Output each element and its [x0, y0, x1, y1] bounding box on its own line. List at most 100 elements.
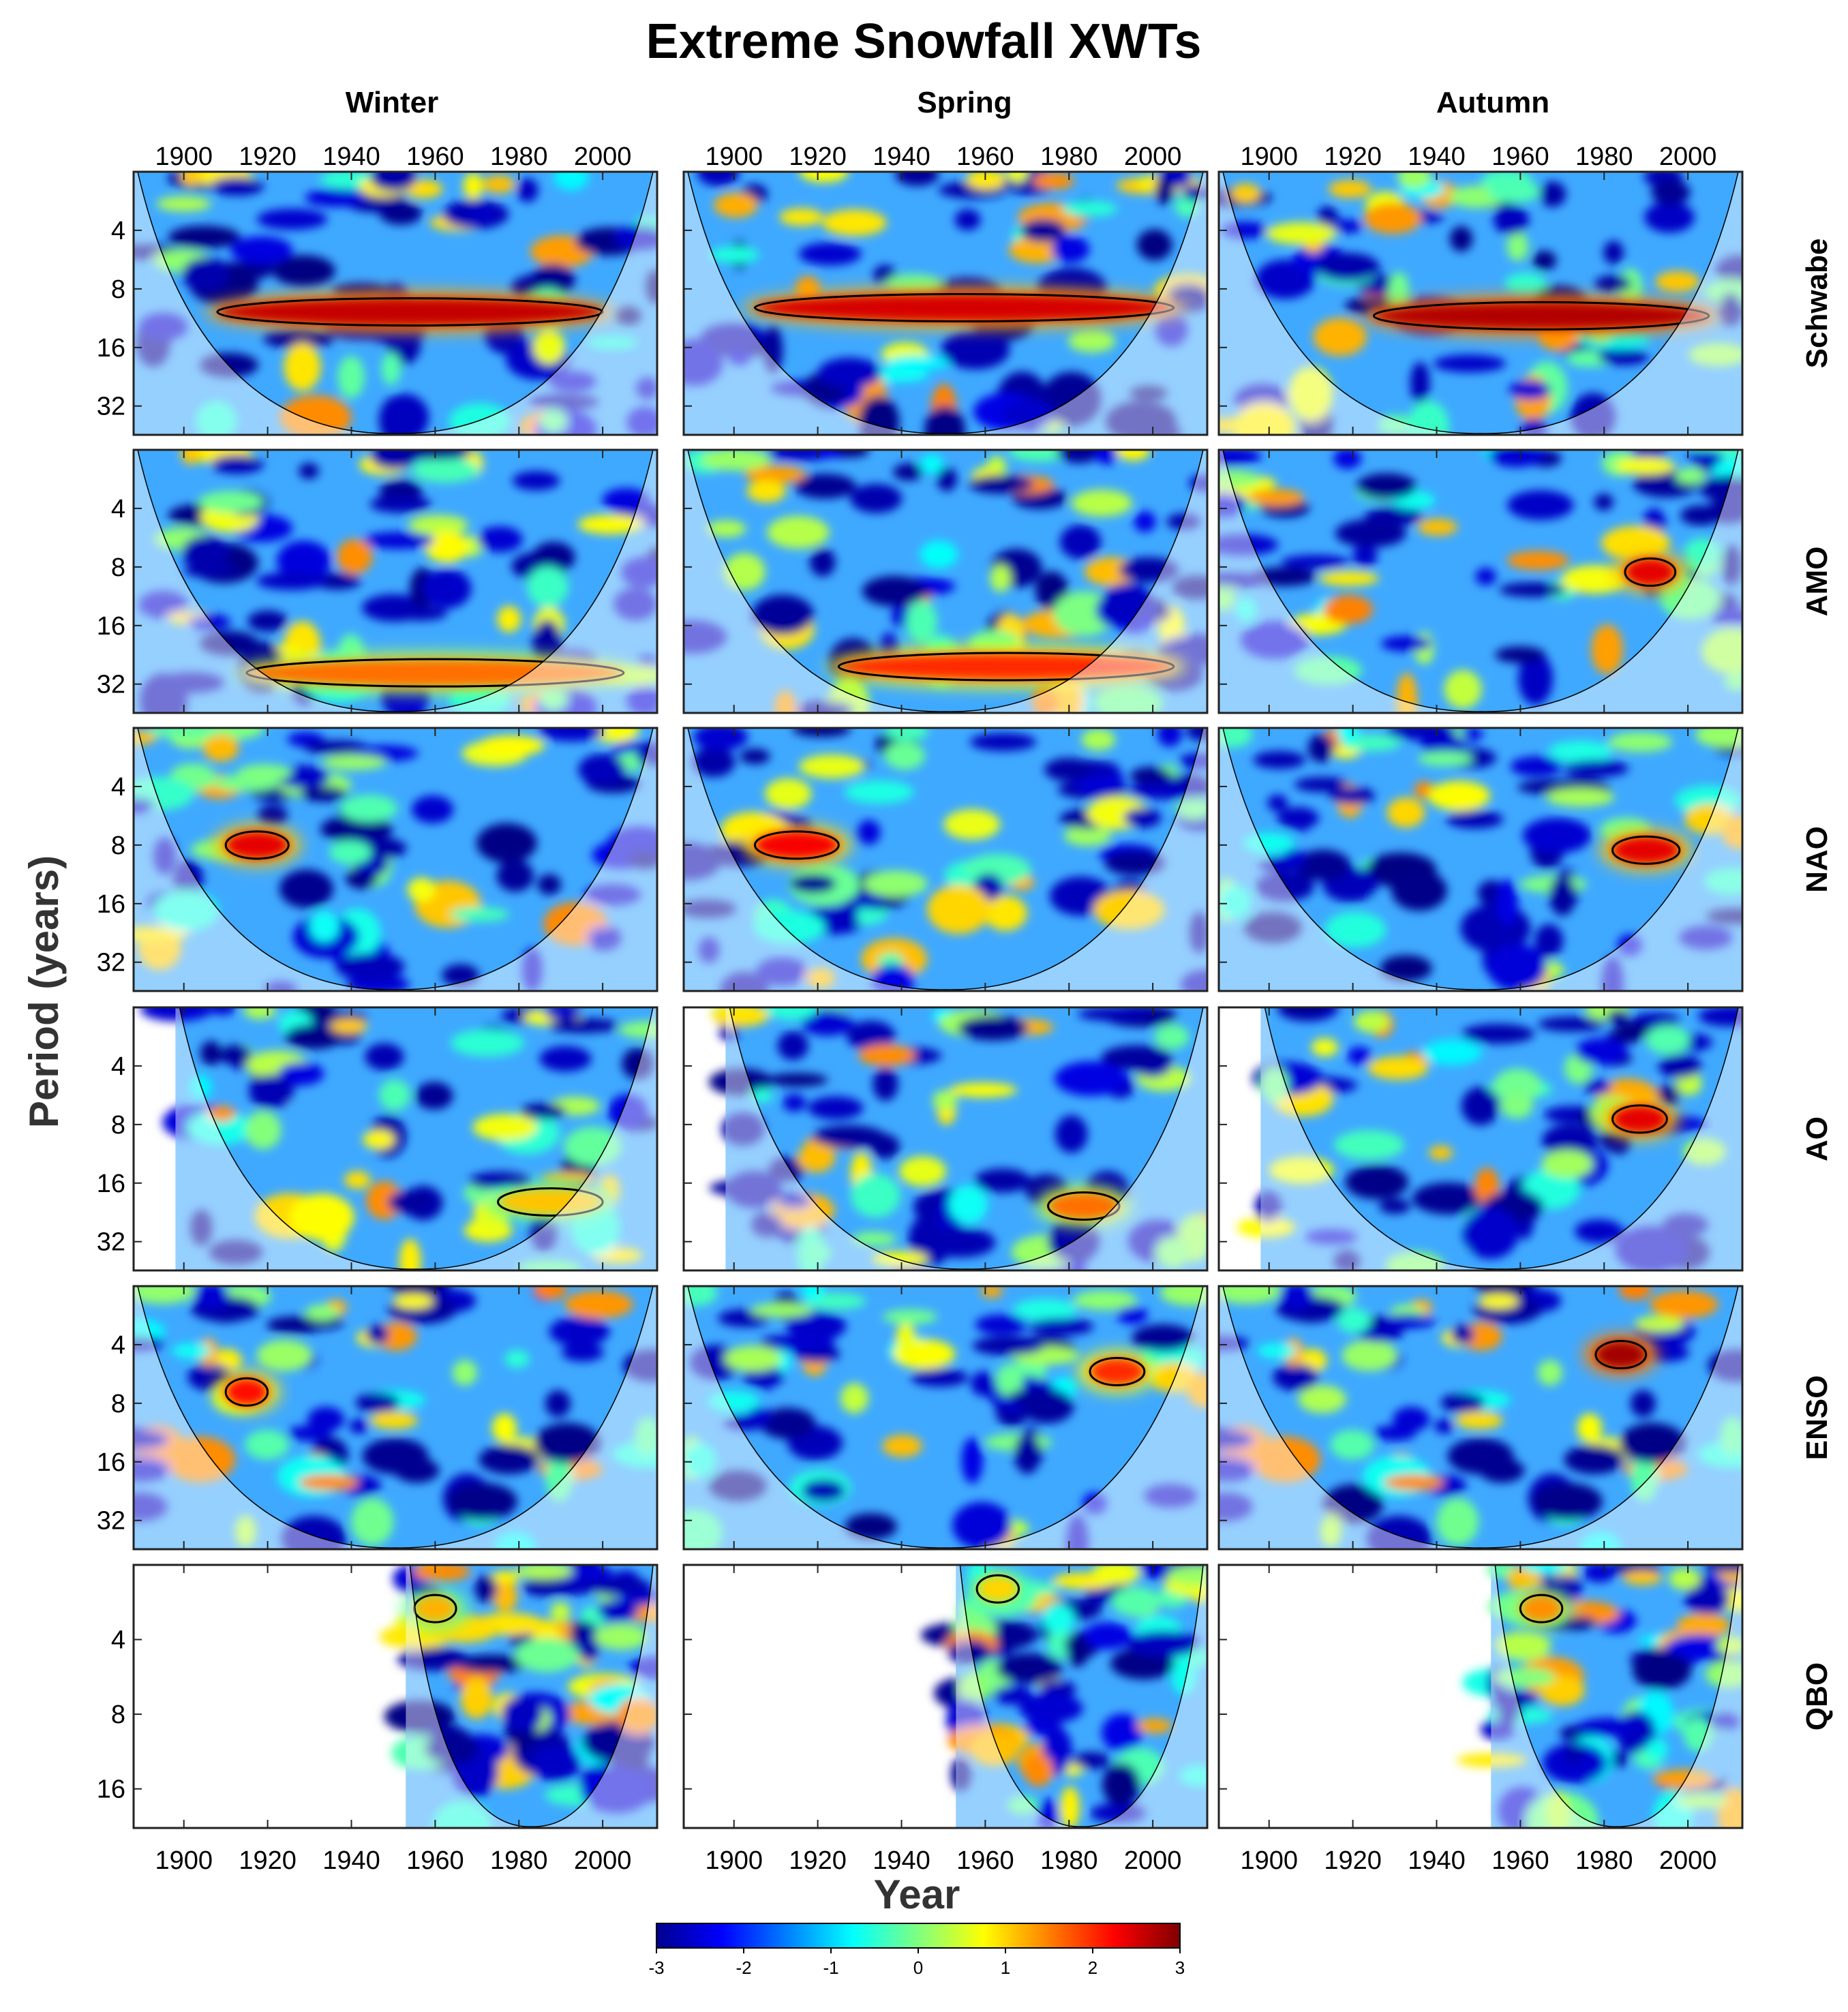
bottom-x-tick-label: 1900	[155, 1846, 213, 1875]
significant-band	[1508, 1588, 1575, 1630]
cone-of-influence-line	[687, 450, 1204, 712]
panel-frame	[132, 1564, 658, 1829]
bottom-x-tick-label: 1960	[956, 1846, 1014, 1875]
top-x-tick-label: 1980	[490, 142, 548, 171]
top-x-tick-label: 1940	[1408, 142, 1466, 171]
panel-frame	[132, 448, 658, 714]
y-tick-label: 8	[111, 1111, 125, 1140]
panel-amo-spring	[682, 448, 1209, 714]
top-x-tick-label: 1900	[1240, 142, 1298, 171]
y-tick-label: 16	[97, 612, 125, 641]
cone-of-influence-line	[729, 1007, 1204, 1270]
panel-frame	[682, 170, 1209, 436]
cone-of-influence-line	[687, 172, 1204, 434]
y-tick-label: 32	[97, 671, 125, 699]
significant-band	[205, 291, 616, 333]
top-x-tick-label: 1920	[239, 142, 297, 171]
cone-of-influence-shade	[684, 728, 1207, 991]
significant-band	[1600, 1098, 1680, 1140]
cone-of-influence-shade	[1219, 172, 1742, 435]
y-tick-label: 4	[111, 1052, 125, 1081]
top-x-tick-label: 1900	[155, 142, 213, 171]
panel-qbo-winter: 4 8 16	[97, 1564, 658, 1829]
column-title-autumn: Autumn	[1436, 86, 1549, 119]
y-tick-label: 8	[111, 832, 125, 860]
field-texture	[709, 1007, 1207, 1270]
top-x-tick-label: 1920	[789, 142, 847, 171]
cone-of-influence-line	[687, 728, 1204, 990]
panel-frame	[132, 1006, 658, 1272]
top-x-tick-label: 1900	[705, 142, 763, 171]
significant-band	[485, 1181, 616, 1223]
colorbar-tick-label: 0	[913, 1957, 923, 1978]
cone-of-influence-line	[137, 172, 654, 434]
top-x-tick-label: 1980	[1575, 142, 1633, 171]
colorbar-tick-label: -1	[823, 1957, 838, 1978]
top-x-tick-label: 1920	[1324, 142, 1382, 171]
y-tick-label: 16	[97, 890, 125, 919]
field-texture	[1219, 1286, 1742, 1549]
y-tick-label: 32	[97, 1228, 125, 1257]
bottom-x-tick-label: 1900	[705, 1846, 763, 1875]
panel-frame	[132, 170, 658, 436]
top-x-tick-label: 2000	[574, 142, 632, 171]
cone-of-influence-line	[1222, 728, 1739, 990]
field-texture	[684, 728, 1207, 991]
significant-band	[1077, 1351, 1157, 1392]
row-label-ao: AO	[1800, 1116, 1834, 1161]
panel-schwabe-winter: 4 8 16 32	[97, 170, 658, 436]
cone-of-influence-shade	[725, 1007, 1207, 1270]
significant-band	[1600, 829, 1692, 871]
significant-band	[826, 645, 1186, 687]
bottom-x-tick-label: 1940	[873, 1846, 930, 1875]
panel-frame	[1217, 1564, 1744, 1829]
colorbar: -3 -2 -1 0 1 2 3	[648, 1923, 1185, 1978]
row-label-amo: AMO	[1800, 547, 1834, 617]
bottom-x-tick-label: 2000	[1124, 1846, 1182, 1875]
y-tick-label: 8	[111, 1390, 125, 1418]
top-x-tick-label: 2000	[1659, 142, 1717, 171]
top-x-tick-label: 1980	[1040, 142, 1098, 171]
y-tick-label: 32	[97, 1507, 125, 1536]
bottom-x-tick-label: 2000	[574, 1846, 632, 1875]
panel-ao-winter: 4 8 16 32	[97, 1006, 658, 1272]
cone-of-influence-shade	[134, 450, 657, 713]
bottom-x-tick-label: 1920	[789, 1846, 847, 1875]
y-tick-label: 8	[111, 553, 125, 582]
field-texture	[134, 728, 657, 991]
cone-of-influence-line	[137, 450, 654, 712]
cone-of-influence-line	[137, 728, 654, 990]
field-texture	[1219, 728, 1742, 991]
field-texture	[379, 1565, 657, 1828]
panel-frame	[1217, 448, 1744, 714]
bottom-x-tick-label: 1940	[1408, 1846, 1466, 1875]
panel-nao-autumn	[1217, 727, 1744, 992]
significant-band	[1612, 551, 1688, 593]
bottom-x-tick-label: 1940	[322, 1846, 380, 1875]
significant-band	[402, 1588, 469, 1630]
y-tick-label: 32	[97, 949, 125, 977]
top-x-tick-label: 1940	[873, 142, 930, 171]
significant-band	[1583, 1334, 1658, 1375]
significant-band	[213, 1371, 280, 1413]
x-axis-label: Year	[874, 1872, 960, 1917]
bottom-x-tick-label: 1900	[1240, 1846, 1298, 1875]
cone-of-influence-shade	[406, 1565, 657, 1828]
y-tick-label: 8	[111, 275, 125, 304]
panel-ao-spring	[682, 1006, 1209, 1272]
cone-of-influence-line	[959, 1565, 1204, 1827]
significant-band	[742, 824, 851, 866]
panel-amo-winter: 4 8 16 32	[97, 448, 658, 714]
cone-of-influence-shade	[1219, 450, 1742, 713]
field-texture	[134, 172, 657, 435]
panel-frame	[132, 1285, 658, 1551]
y-axis-label: Period (years)	[21, 855, 67, 1128]
row-label-qbo: QBO	[1800, 1662, 1834, 1731]
cone-of-influence-line	[179, 1007, 654, 1270]
bottom-x-tick-label: 1960	[406, 1846, 464, 1875]
colorbar-gradient	[656, 1923, 1181, 1949]
cone-of-influence-shade	[1260, 1007, 1742, 1270]
bottom-x-tick-label: 1980	[1040, 1846, 1098, 1875]
cone-of-influence-line	[687, 1286, 1204, 1549]
colorbar-tick-label: 3	[1175, 1957, 1185, 1978]
